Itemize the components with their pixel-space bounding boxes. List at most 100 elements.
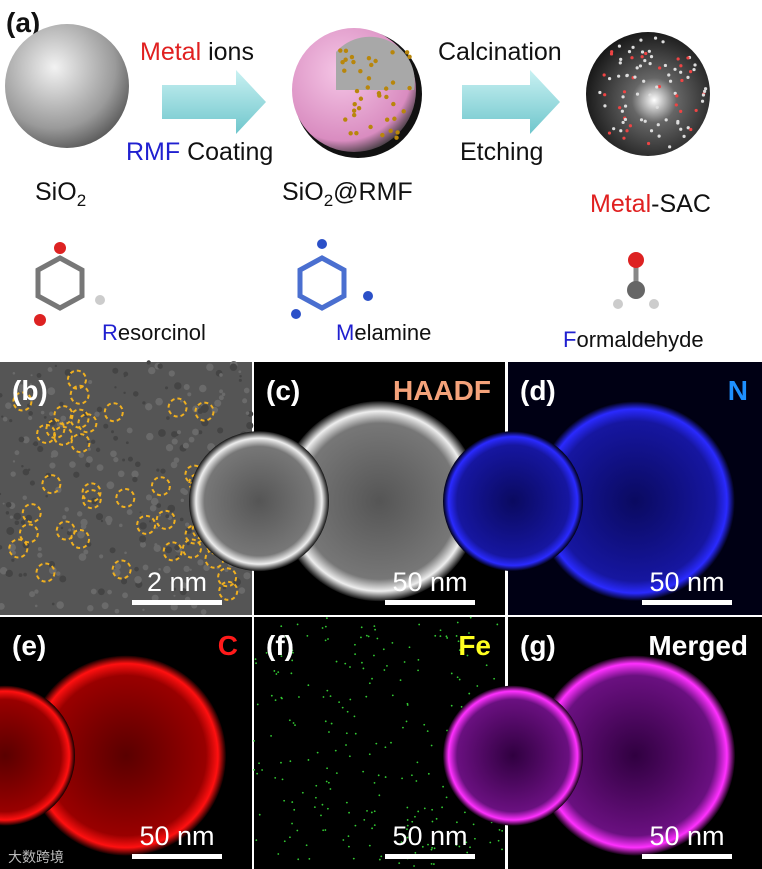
signal (253, 768, 255, 771)
texture (242, 398, 248, 404)
signal (308, 857, 311, 860)
texture (155, 397, 163, 406)
molecule-resorcinol (34, 242, 105, 326)
dot (686, 56, 690, 60)
signal (327, 781, 330, 784)
signal (327, 807, 329, 810)
texture (43, 415, 47, 419)
dot (628, 124, 633, 128)
dot (674, 103, 678, 107)
texture (126, 509, 133, 516)
panel-label: (c) (266, 375, 300, 406)
dot (391, 101, 396, 107)
particle (443, 431, 583, 572)
dot (603, 93, 607, 97)
texture (165, 546, 173, 554)
dots (338, 36, 708, 149)
texture (197, 559, 204, 566)
signal (423, 807, 426, 810)
dot (689, 127, 693, 132)
signal (414, 852, 417, 854)
particle (443, 685, 583, 826)
particle (279, 401, 480, 602)
signal (347, 835, 350, 838)
dot (649, 54, 654, 59)
signal (460, 705, 463, 708)
texture (145, 494, 153, 501)
texture (185, 522, 190, 527)
dot (703, 87, 708, 91)
texture (87, 447, 91, 451)
atom-marker (55, 520, 76, 541)
texture (12, 460, 16, 463)
texture (45, 494, 49, 498)
texture (133, 391, 139, 397)
signal (326, 767, 328, 770)
dot (640, 55, 644, 59)
signal (430, 863, 433, 865)
texture (29, 480, 35, 486)
atom-marker (35, 562, 56, 583)
dot (390, 80, 396, 85)
texture (112, 367, 119, 374)
texture (167, 504, 176, 513)
texture (34, 589, 39, 594)
core-cutaway (336, 36, 415, 90)
signal (283, 840, 286, 843)
dot (369, 62, 374, 68)
texture (10, 471, 16, 477)
signal (391, 642, 394, 644)
dot (401, 109, 406, 114)
dot (380, 132, 385, 138)
dot (358, 96, 364, 101)
texture (183, 384, 190, 391)
texture (186, 542, 190, 546)
texture (34, 604, 38, 608)
texture (51, 602, 55, 606)
watermark: 大数跨境 (8, 849, 64, 865)
arrow (162, 70, 266, 134)
texture (51, 450, 59, 458)
texture (114, 608, 120, 614)
panel: (g) Merged 50 nm (443, 617, 762, 869)
texture (69, 461, 76, 468)
signal (280, 761, 282, 764)
signal (384, 746, 387, 749)
dot (404, 50, 410, 55)
dot (338, 48, 343, 53)
dot (643, 119, 647, 123)
atom-marker (53, 405, 74, 426)
signal (368, 844, 371, 847)
texture (101, 602, 109, 610)
dot (620, 109, 624, 113)
texture (95, 447, 101, 453)
texture (2, 502, 5, 505)
dot (664, 118, 668, 122)
texture (245, 411, 250, 415)
atom-marker (136, 514, 157, 535)
dot (700, 99, 705, 103)
signal (406, 806, 409, 809)
atom-marker (115, 488, 136, 509)
texture (14, 450, 20, 456)
texture (31, 389, 37, 394)
signal (455, 821, 458, 824)
texture (18, 436, 25, 443)
signal (270, 735, 272, 737)
signal (456, 676, 459, 679)
texture (180, 582, 188, 590)
signal (335, 660, 338, 663)
texture (94, 411, 100, 417)
channel-label: C (218, 630, 238, 661)
texture (37, 552, 43, 558)
signal (349, 666, 351, 668)
signal (482, 641, 485, 643)
texture (2, 416, 8, 422)
signal (322, 829, 325, 832)
texture (33, 441, 39, 447)
signal (291, 822, 293, 825)
signal (273, 670, 276, 672)
texture (173, 587, 177, 591)
atom-marker (18, 523, 39, 544)
texture (55, 571, 61, 576)
